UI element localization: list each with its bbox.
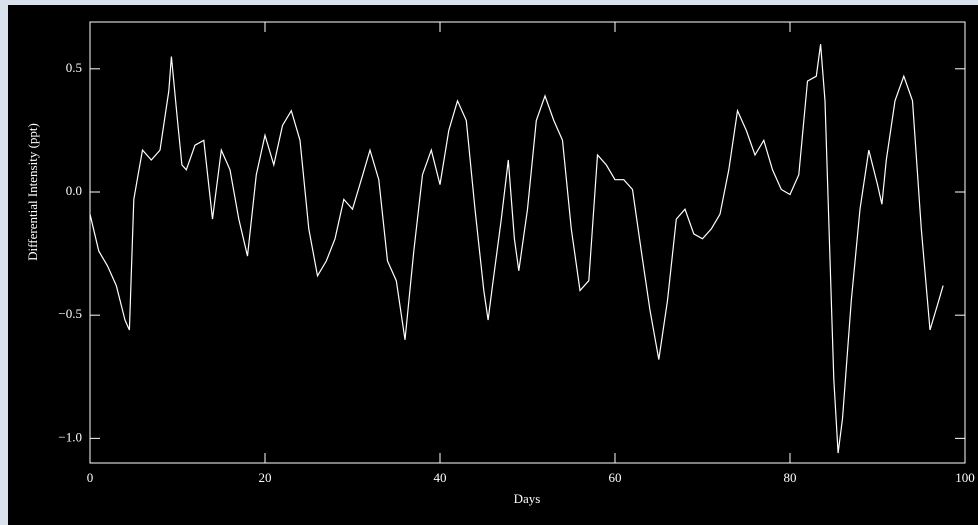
y-tick-label: −1.0 <box>58 429 82 444</box>
x-tick-label: 40 <box>434 470 447 485</box>
y-tick-label: 0.5 <box>66 60 82 75</box>
y-tick-label: 0.0 <box>66 183 82 198</box>
x-tick-label: 60 <box>609 470 622 485</box>
x-tick-label: 80 <box>784 470 797 485</box>
x-tick-label: 20 <box>259 470 272 485</box>
x-tick-label: 0 <box>87 470 94 485</box>
plot-frame <box>89 21 966 464</box>
data-line <box>89 44 944 454</box>
y-axis-label: Differential Intensity (ppt) <box>25 123 40 261</box>
x-axis-label: Days <box>514 491 541 506</box>
chart: Days Differential Intensity (ppt) 0 20 40 6… <box>8 5 978 525</box>
y-tick-label: −0.5 <box>58 306 82 321</box>
x-tick-label: 100 <box>955 470 975 485</box>
